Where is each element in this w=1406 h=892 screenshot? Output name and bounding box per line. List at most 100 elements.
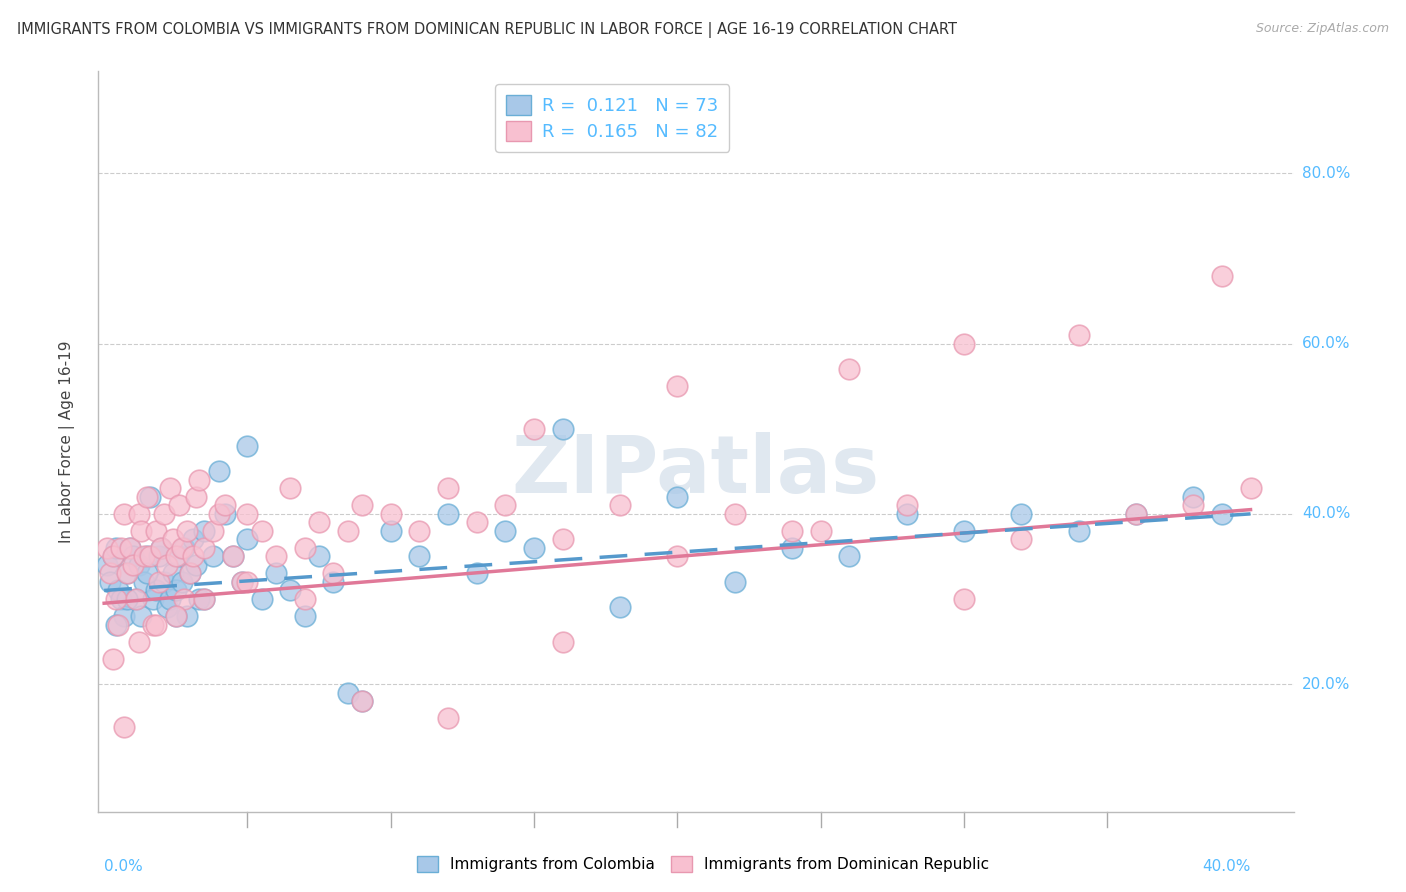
Point [193,524,215,538]
Point [159,591,181,606]
Point [250,591,273,606]
Point [110,541,132,555]
Point [465,566,488,581]
Point [1211,268,1233,283]
Text: 0.0%: 0.0% [104,858,143,873]
Point [780,524,803,538]
Point [145,524,167,538]
Point [465,516,488,530]
Point [165,609,187,624]
Point [236,439,259,453]
Point [179,566,201,581]
Point [153,507,176,521]
Point [551,533,574,547]
Point [1010,533,1032,547]
Point [838,362,860,376]
Point [131,524,153,538]
Point [551,422,574,436]
Text: ZIPatlas: ZIPatlas [512,432,880,510]
Point [352,694,374,708]
Point [107,617,129,632]
Point [104,541,127,555]
Point [115,566,138,581]
Point [523,541,546,555]
Point [380,507,402,521]
Point [115,591,138,606]
Point [148,549,170,564]
Y-axis label: In Labor Force | Age 16-19: In Labor Force | Age 16-19 [59,340,75,543]
Point [104,617,127,632]
Text: Source: ZipAtlas.com: Source: ZipAtlas.com [1256,22,1389,36]
Point [134,574,156,589]
Point [128,558,150,572]
Point [953,591,976,606]
Point [112,609,135,624]
Point [322,574,344,589]
Point [112,720,135,734]
Point [156,558,179,572]
Point [380,524,402,538]
Point [236,574,259,589]
Point [170,541,193,555]
Point [202,524,225,538]
Point [139,549,162,564]
Legend: Immigrants from Colombia, Immigrants from Dominican Republic: Immigrants from Colombia, Immigrants fro… [409,848,997,880]
Point [352,694,374,708]
Point [162,566,184,581]
Text: 60.0%: 60.0% [1302,336,1350,351]
Point [294,541,316,555]
Point [181,549,204,564]
Point [107,583,129,598]
Point [810,524,832,538]
Point [193,541,215,555]
Text: 40.0%: 40.0% [1202,858,1250,873]
Point [264,566,287,581]
Point [294,591,316,606]
Point [150,541,173,555]
Point [1182,499,1205,513]
Point [142,617,165,632]
Point [1182,490,1205,504]
Point [953,336,976,351]
Point [179,566,201,581]
Point [1125,507,1147,521]
Point [162,533,184,547]
Point [1211,507,1233,521]
Point [110,591,132,606]
Point [1010,507,1032,521]
Point [150,541,173,555]
Point [609,499,631,513]
Point [222,549,245,564]
Point [128,507,150,521]
Point [294,609,316,624]
Text: 20.0%: 20.0% [1302,676,1350,691]
Point [408,524,430,538]
Point [173,591,195,606]
Point [136,490,159,504]
Point [336,685,359,699]
Point [98,574,121,589]
Point [236,507,259,521]
Point [121,549,143,564]
Point [128,634,150,648]
Point [112,507,135,521]
Point [1067,328,1090,343]
Text: 40.0%: 40.0% [1302,507,1350,522]
Point [101,651,124,665]
Point [202,549,225,564]
Point [184,558,207,572]
Point [136,549,159,564]
Point [153,574,176,589]
Point [437,481,460,495]
Point [159,481,181,495]
Point [96,558,118,572]
Point [187,591,209,606]
Point [896,507,918,521]
Point [896,499,918,513]
Point [308,516,330,530]
Point [280,583,302,598]
Point [214,499,236,513]
Point [139,490,162,504]
Point [115,566,138,581]
Point [101,549,124,564]
